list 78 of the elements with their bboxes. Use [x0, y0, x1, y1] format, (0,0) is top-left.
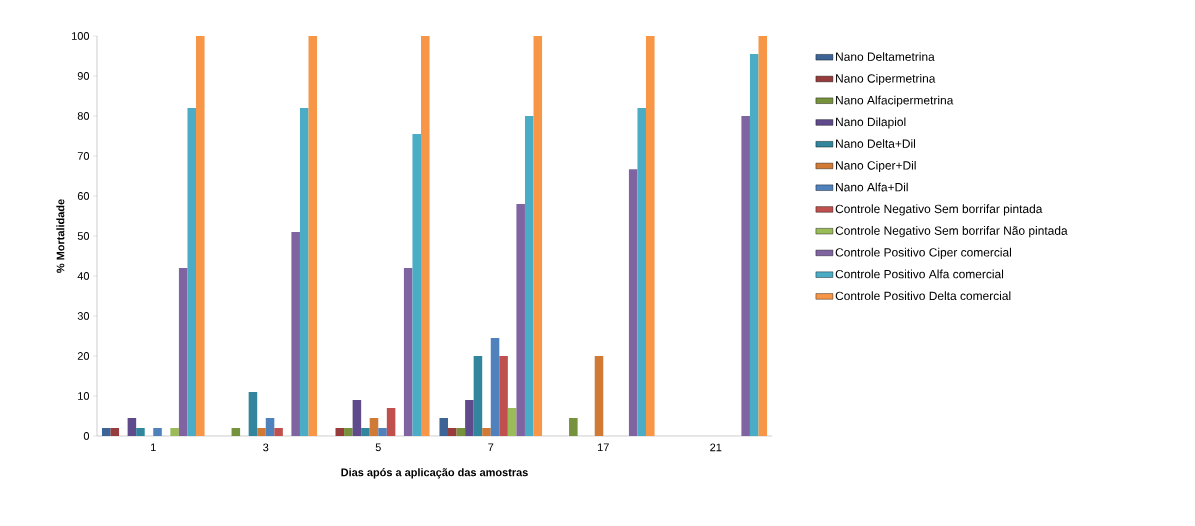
bar [274, 427, 283, 436]
x-tick-label: 5 [375, 443, 381, 452]
bar [101, 427, 111, 436]
legend-label: Nano Cipermetrina [836, 73, 936, 86]
bar [533, 35, 543, 436]
bar [569, 417, 578, 436]
x-tick-label: 1 [151, 443, 156, 452]
bar [516, 203, 525, 436]
bar [628, 169, 638, 436]
bar [299, 107, 309, 436]
bar [758, 35, 768, 436]
bar [248, 391, 258, 436]
bar [439, 417, 449, 436]
legend-label: Controle Negativo Sem borrifar Não pintada [835, 226, 1068, 238]
bar [178, 267, 188, 436]
y-tick-label: 30 [77, 312, 90, 320]
x-axis-title: Dias após a aplicação das amostras [341, 468, 528, 479]
y-tick-label: 100 [72, 32, 90, 40]
y-tick-label: 20 [77, 352, 90, 360]
y-axis-title: % Mortalidade [56, 199, 65, 273]
y-tick-label: 10 [78, 392, 90, 400]
bar [231, 427, 241, 436]
legend-label: Controle Positivo Delta comercial [835, 291, 1011, 301]
legend-label: Nano Deltametrina [836, 52, 935, 61]
bar [136, 427, 145, 436]
bar [291, 231, 300, 436]
legend-label: Nano Ciper+Dil [836, 160, 916, 173]
legend-label: Controle Negativo Sem borrifar pintada [835, 204, 1043, 216]
bar [170, 427, 179, 436]
legend-label: Nano Alfacipermetrina [836, 95, 954, 107]
bar [110, 427, 120, 436]
bar [465, 399, 474, 436]
y-tick-label: 90 [77, 72, 90, 80]
bar [369, 417, 379, 436]
bar [749, 53, 759, 436]
bar [482, 427, 491, 436]
bar [187, 107, 197, 436]
bar [741, 115, 750, 436]
legend-label: Nano Alfa+Dil [836, 182, 908, 192]
bar [335, 427, 345, 436]
y-tick-label: 70 [77, 152, 90, 160]
bar [196, 35, 205, 436]
y-tick-label: 60 [77, 192, 90, 200]
bar [637, 107, 647, 436]
bar [421, 35, 430, 436]
legend-label: Controle Positivo Alfa comercial [835, 269, 1004, 279]
bar [386, 407, 396, 436]
y-tick-label: 50 [77, 232, 90, 240]
bar [412, 133, 422, 436]
bar [448, 427, 457, 436]
bar [257, 427, 266, 436]
bar [265, 417, 275, 436]
y-tick-label: 80 [77, 112, 90, 120]
bar [153, 427, 162, 436]
legend-label: Controle Positivo Ciper comercial [835, 247, 1011, 259]
bar [507, 407, 517, 436]
bar [499, 355, 508, 436]
bar [378, 427, 387, 436]
bar [403, 267, 413, 436]
bar [524, 115, 534, 436]
y-tick-label: 40 [77, 272, 90, 280]
bar [361, 427, 370, 436]
bar [646, 35, 655, 436]
x-tick-label: 7 [488, 443, 494, 452]
x-tick-label: 17 [597, 443, 609, 452]
bar [456, 427, 466, 436]
bar [490, 337, 500, 436]
bar [308, 35, 318, 436]
bar [352, 399, 362, 436]
y-tick-label: 0 [83, 432, 90, 440]
x-tick-label: 3 [263, 443, 269, 452]
bar [127, 417, 137, 436]
bar [594, 355, 604, 436]
bar [344, 427, 353, 436]
x-tick-label: 21 [710, 443, 722, 452]
bar [473, 355, 483, 436]
legend-label: Nano Dilapiol [836, 117, 906, 129]
legend-label: Nano Delta+Dil [836, 139, 916, 148]
